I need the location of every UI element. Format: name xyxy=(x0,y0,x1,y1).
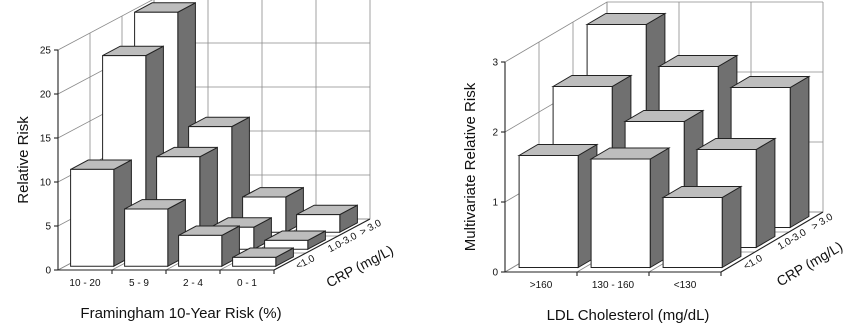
bar-0-1-1-0-3-0 xyxy=(264,230,326,251)
framingham-risk-chart: 0 5 10 15 20 25 10 - 20 5 - 9 2 - 4 0 - 1 <1.0 1.0-… xyxy=(15,0,396,322)
bar-130-160-1-0 xyxy=(589,147,671,269)
x-tick-label: 130 - 160 xyxy=(592,280,635,291)
bar-front xyxy=(662,197,723,268)
bar-10-20-1-0 xyxy=(70,159,132,268)
bar-front xyxy=(124,208,169,267)
bar-side xyxy=(755,137,776,249)
depth-axis-line xyxy=(720,211,824,273)
bar-front xyxy=(518,155,579,268)
y-tick-label: 0 xyxy=(492,268,498,279)
bar-side xyxy=(789,75,810,229)
y-tick-label: 20 xyxy=(40,90,52,101)
x-tick-label: <130 xyxy=(674,280,697,291)
bar-front xyxy=(232,256,277,267)
y-tick-label: 0 xyxy=(45,266,51,277)
y-tick-label: 25 xyxy=(40,46,52,57)
depth-tick-label: > 3.0 xyxy=(810,211,835,232)
bar-2-4-1-0 xyxy=(178,225,240,268)
y-tick-label: 15 xyxy=(40,134,52,145)
x-tick-label: 2 - 4 xyxy=(183,278,203,289)
x-tick-label: 10 - 20 xyxy=(69,278,101,289)
depth-tick-label: 1.0-3.0 xyxy=(776,227,809,253)
bar-130-1-0 xyxy=(661,185,743,269)
bar-0-1-3-0 xyxy=(296,204,358,234)
bar-front xyxy=(178,234,223,267)
x-tick-label: 0 - 1 xyxy=(237,278,257,289)
bar-front xyxy=(296,214,341,233)
y-axis-title: Relative Risk xyxy=(15,116,32,204)
depth-axis-line xyxy=(273,218,371,271)
depth-tick-label: > 3.0 xyxy=(358,218,383,238)
y-tick-label: 1 xyxy=(492,198,498,209)
depth-tick-label: 1.0-3.0 xyxy=(326,231,359,256)
y-axis-title: Multivariate Relative Risk xyxy=(462,82,479,251)
bar-160-1-0 xyxy=(517,143,599,269)
bar-front xyxy=(590,158,651,268)
y-tick-label: 3 xyxy=(492,58,498,69)
x-tick-label: 5 - 9 xyxy=(129,278,149,289)
depth-tick-label: <1.0 xyxy=(742,253,765,273)
y-tick-label: 10 xyxy=(40,178,52,189)
bar-5-9-1-0 xyxy=(124,198,186,268)
y-tick-label: 5 xyxy=(45,222,51,233)
gridline xyxy=(57,0,153,51)
depth-tick-label: <1.0 xyxy=(294,253,317,272)
x-axis-title: LDL Cholesterol (mg/dL) xyxy=(547,307,710,324)
x-axis-title: Framingham 10-Year Risk (%) xyxy=(80,305,281,322)
bar-side xyxy=(721,185,742,269)
ldl-cholesterol-chart: 0 1 2 3 >160 130 - 160 <130 <1.0 1.0-3.0> 3.0 Mul… xyxy=(462,1,845,324)
bar-0-1-1-0 xyxy=(232,247,294,268)
x-tick-label: >160 xyxy=(530,280,553,291)
y-tick-label: 2 xyxy=(492,128,498,139)
bar-front xyxy=(70,168,115,267)
